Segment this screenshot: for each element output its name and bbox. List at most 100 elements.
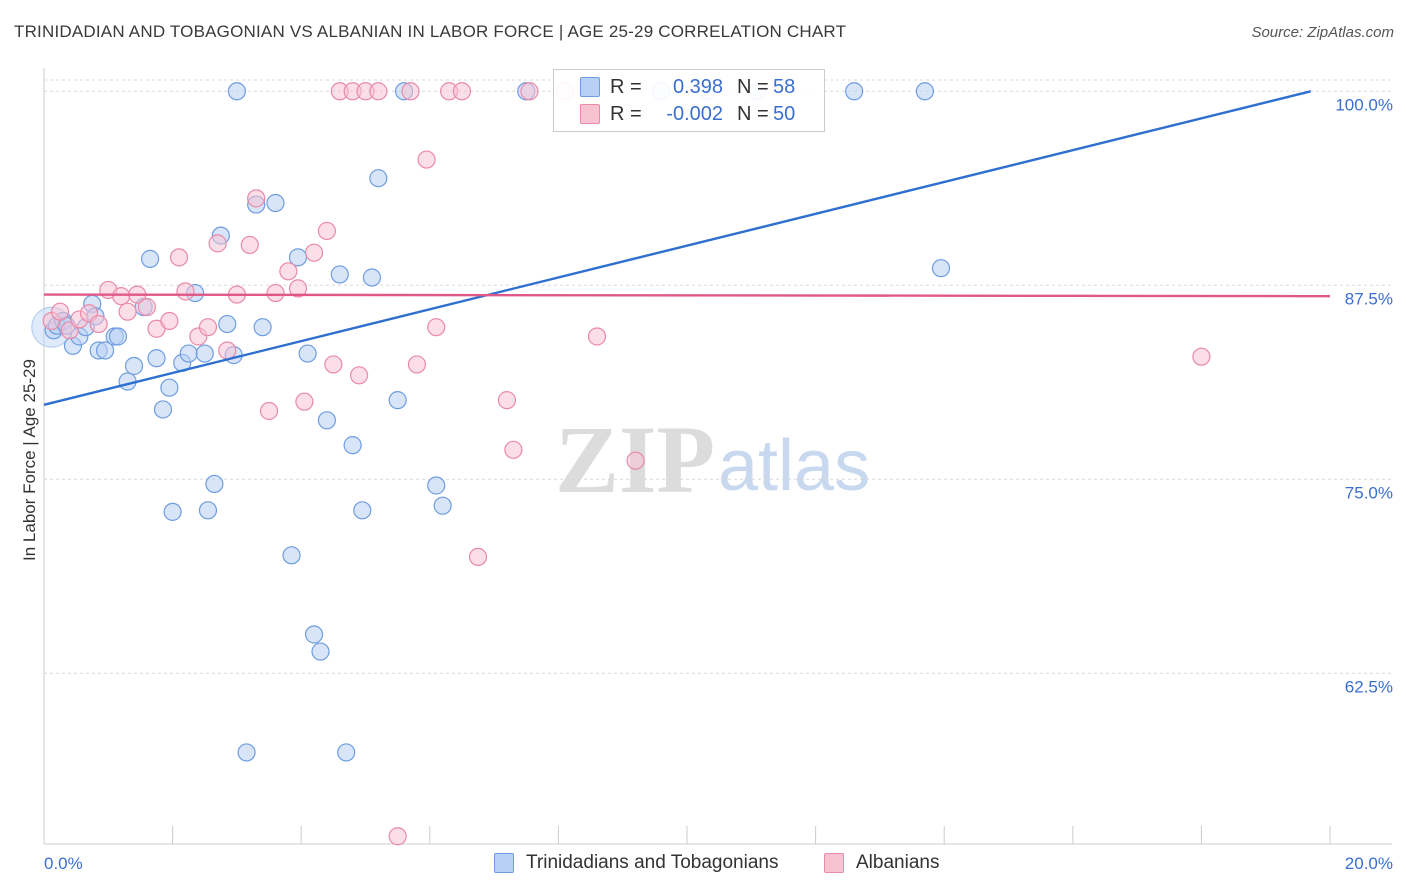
data-point-trinidadian [362,268,382,287]
legend-n-value: 58 [773,75,796,98]
data-point-trinidadian [388,391,407,410]
data-point-trinidadian [343,436,362,455]
data-point-albanian [240,235,259,255]
data-point-albanian [1192,347,1211,366]
data-point-trinidadian [140,249,160,268]
data-point-trinidadian [433,496,452,515]
data-point-trinidadian [282,546,301,565]
y-tick-label: 87.5% [1345,289,1393,308]
data-point-trinidadian [369,169,388,188]
legend-n-label: N = [737,75,769,98]
data-point-albanian [295,392,314,411]
data-point-albanian [407,355,427,374]
data-point-trinidadian [317,411,337,430]
data-point-trinidadian [95,341,115,360]
data-point-trinidadian [304,625,324,644]
data-point-albanian [497,391,517,410]
data-point-albanian [218,341,237,360]
y-tick-label: 62.5% [1345,677,1393,696]
data-point-trinidadian [330,265,349,284]
watermark-atlas: atlas [718,426,870,506]
data-point-trinidadian [108,327,128,346]
data-point-trinidadian [163,502,182,521]
data-point-trinidadian [124,356,144,376]
data-point-albanian [208,234,227,253]
trend-line-albanian [43,293,1331,298]
y-tick-label: 100.0% [1335,95,1393,114]
data-point-trinidadian [227,82,246,101]
legend-r-value: 0.398 [672,75,723,98]
legend-n-label: N = [737,102,769,125]
data-point-albanian [160,311,179,331]
data-point-albanian [118,302,137,321]
data-point-albanian [259,401,279,421]
data-point-albanian [112,287,131,306]
data-point-trinidadian [253,318,272,337]
legend-r-label: R = [610,75,642,98]
legend-swatch-blue [580,77,600,97]
data-point-trinidadian [427,476,446,495]
data-point-albanian [468,547,488,566]
data-point-trinidadian [160,378,179,397]
data-point-trinidadian [266,193,285,213]
data-point-albanian [169,248,189,267]
data-point-albanian [369,82,388,101]
trend-line-trinidadian [43,90,1311,406]
data-point-albanian [417,150,436,169]
data-point-albanian [288,279,308,298]
x-tick-label: 20.0% [1345,854,1393,873]
legend-r-value: -0.002 [666,102,723,125]
data-point-albanian [176,282,195,301]
data-point-albanian [504,440,523,459]
data-point-trinidadian [337,743,356,762]
legend-row-trinidadian: R = 0.398 N = 58 [580,75,795,99]
data-point-albanian [266,283,285,303]
data-point-trinidadian [915,82,935,101]
data-point-albanian [452,82,472,101]
data-point-trinidadian [353,501,372,520]
legend-swatch-pink [580,104,600,124]
bottom-legend-swatch-pink [824,853,844,873]
data-point-trinidadian [205,474,224,494]
data-point-albanian [198,318,218,337]
data-point-albanian [137,297,156,317]
legend-n-value: 50 [773,102,796,125]
data-point-albanian [304,243,324,262]
data-point-trinidadian [153,400,173,419]
data-point-albanian [349,366,369,385]
bottom-legend-label: Trinidadians and Tobagonians [526,852,779,873]
data-point-albanian [279,262,298,281]
data-point-albanian [626,451,645,470]
legend-r-label: R = [610,102,642,125]
data-point-trinidadian [218,314,237,334]
chart-title: TRINIDADIAN AND TOBAGONIAN VS ALBANIAN I… [14,22,847,41]
data-point-albanian [427,318,446,337]
bottom-legend-swatch-blue [494,853,514,873]
data-point-albanian [89,314,108,334]
data-point-trinidadian [931,259,951,278]
data-point-trinidadian [237,743,256,762]
x-tick-label: 0.0% [44,854,83,873]
bottom-legend-trinidadian: Trinidadians and Tobagonians [494,852,778,874]
data-point-albanian [50,302,70,321]
data-point-albanian [401,82,420,101]
data-point-trinidadian [311,642,330,661]
data-point-trinidadian [147,349,166,368]
correlation-legend: R = 0.398 N = 58 R = -0.002 N = 50 [553,69,825,132]
data-point-trinidadian [845,82,864,101]
bottom-legend-albanian: Albanians [824,852,939,874]
data-point-albanian [324,355,343,374]
data-point-albanian [520,82,539,101]
source-label: Source: ZipAtlas.com [1251,24,1394,41]
legend-row-albanian: R = -0.002 N = 50 [580,102,795,126]
data-point-trinidadian [198,501,218,520]
bottom-legend-label: Albanians [856,852,940,873]
y-tick-label: 75.0% [1345,483,1393,502]
data-point-albanian [587,327,607,346]
data-point-albanian [247,189,266,208]
data-point-trinidadian [179,344,198,363]
data-point-trinidadian [195,344,214,363]
data-point-albanian [317,221,337,241]
data-point-albanian [388,827,407,846]
